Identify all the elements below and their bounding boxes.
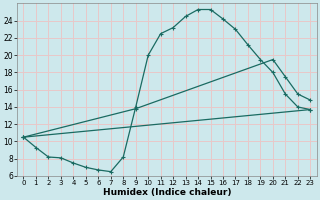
- X-axis label: Humidex (Indice chaleur): Humidex (Indice chaleur): [103, 188, 231, 197]
